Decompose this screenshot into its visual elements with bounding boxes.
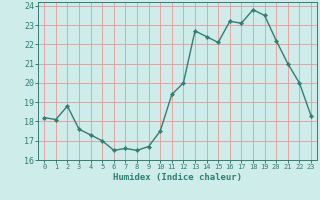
X-axis label: Humidex (Indice chaleur): Humidex (Indice chaleur)	[113, 173, 242, 182]
